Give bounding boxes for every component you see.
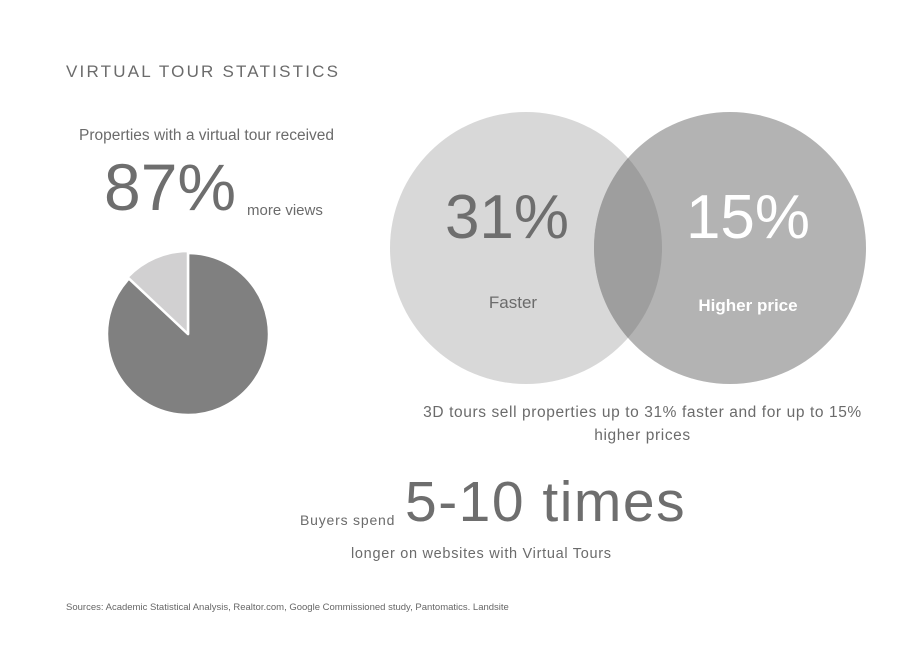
spend-lead-text: Buyers spend — [300, 512, 396, 528]
venn-caption: 3D tours sell properties up to 31% faste… — [423, 404, 862, 444]
page-title: VIRTUAL TOUR STATISTICS — [66, 62, 341, 81]
spend-big-text: 5-10 times — [405, 470, 687, 534]
venn-diagram: 31% Faster 15% Higher price — [390, 112, 866, 384]
pie-slice-minor — [126, 249, 190, 336]
venn-overlap — [594, 158, 662, 338]
venn-label-higher-price: Higher price — [698, 296, 797, 315]
venn-circle-higher-price — [594, 112, 866, 384]
pie-slice-major — [105, 251, 271, 417]
pie-caption: Properties with a virtual tour received — [79, 127, 335, 144]
views-percent: 87% — [104, 150, 237, 224]
venn-value-faster: 31% — [445, 183, 569, 252]
views-suffix: more views — [247, 202, 323, 219]
venn-circle-faster — [390, 112, 662, 384]
views-pie-chart — [105, 249, 271, 417]
venn-value-higher-price: 15% — [686, 183, 810, 252]
sources-note: Sources: Academic Statistical Analysis, … — [66, 602, 509, 613]
spend-sub-text: longer on websites with Virtual Tours — [351, 546, 612, 562]
venn-label-faster: Faster — [489, 293, 538, 312]
